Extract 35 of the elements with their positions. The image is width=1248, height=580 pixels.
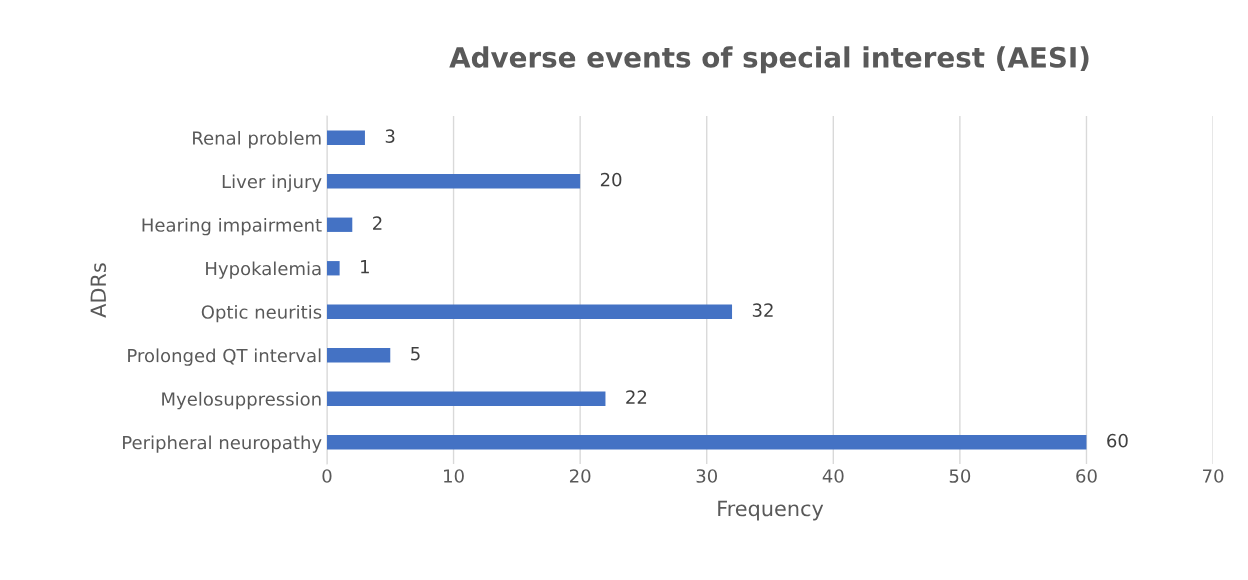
y-tick-label: Prolonged QT interval	[128, 348, 321, 366]
y-tick-label: Peripheral neuropathy	[123, 435, 322, 453]
y-tick-label: Myelosuppression	[162, 391, 321, 410]
data-label: 32	[752, 303, 773, 317]
y-axis-title: ADRs	[90, 263, 107, 318]
bar	[326, 348, 391, 363]
y-tick-label: Liver injury	[222, 174, 322, 192]
y-tick-label: Hearing impairment	[142, 217, 322, 236]
y-tick-label: Renal problem	[193, 130, 321, 149]
bar	[326, 217, 353, 232]
data-label: 3	[385, 129, 395, 143]
y-tick-label: Optic neuritis	[201, 304, 322, 323]
x-tick-label: 70	[1203, 469, 1224, 483]
x-tick-label: 60	[1076, 469, 1097, 483]
x-tick-label: 30	[696, 469, 718, 483]
y-tick-label: Hypokalemia	[206, 261, 321, 279]
data-label: 1	[361, 260, 369, 274]
data-label: 20	[600, 172, 622, 187]
data-label: 22	[626, 390, 647, 404]
data-label: 60	[1107, 433, 1128, 448]
chart-title: Adverse events of special interest (AESI)	[449, 46, 1089, 74]
data-label: 2	[373, 216, 382, 230]
x-tick-label: 50	[949, 469, 971, 483]
bar	[326, 391, 606, 406]
bar	[326, 435, 1087, 450]
bar	[326, 261, 340, 276]
bar	[326, 174, 581, 189]
bar	[326, 304, 733, 319]
x-tick-label: 20	[569, 469, 591, 483]
bar	[326, 130, 365, 145]
x-axis-title: Frequency	[718, 500, 824, 521]
data-label: 5	[411, 347, 420, 361]
x-tick-label: 40	[822, 469, 844, 483]
x-tick-label: 10	[444, 469, 464, 483]
x-tick-label: 0	[322, 469, 332, 483]
